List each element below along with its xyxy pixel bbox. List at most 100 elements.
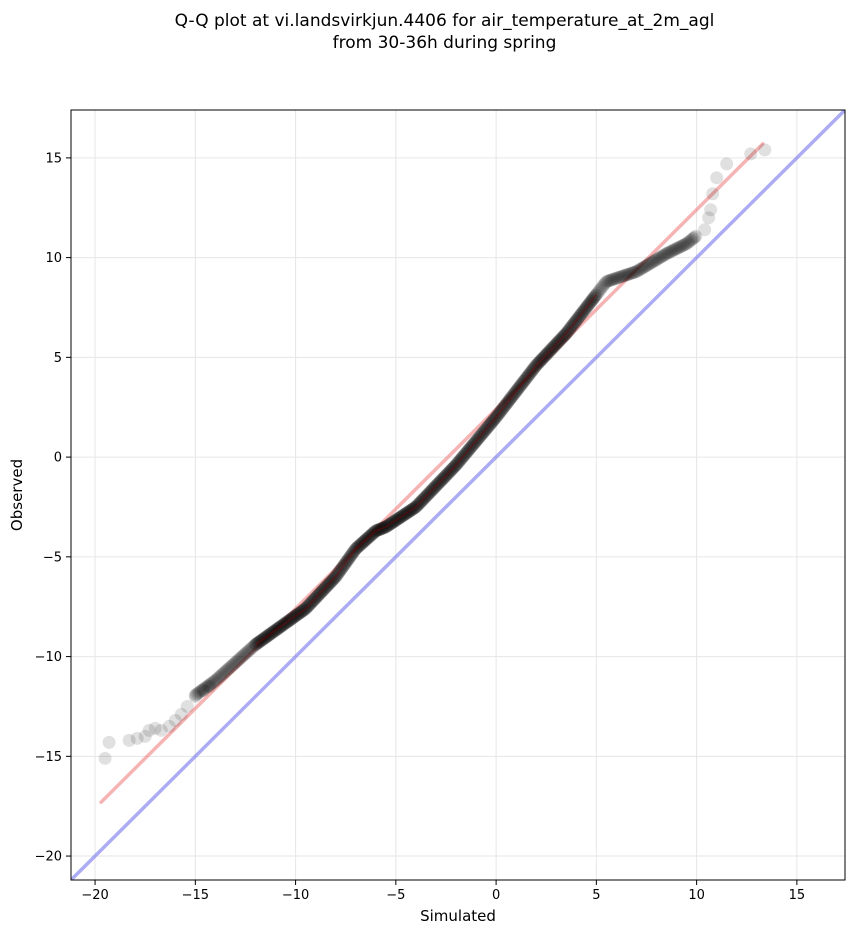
quantile-point-384 (650, 252, 664, 266)
quantile-point-331 (587, 291, 601, 305)
y-axis-label: Observed (8, 459, 26, 531)
quantile-point-7 (197, 682, 211, 696)
quantile-point-0 (188, 688, 202, 702)
quantile-point-79 (283, 613, 297, 627)
quantile-point-394 (662, 245, 676, 259)
quantile-point-212 (443, 464, 457, 478)
quantile-point-231 (466, 437, 480, 451)
quantile-point-346 (605, 273, 619, 287)
quantile-point-377 (642, 257, 656, 271)
quantile-point-210 (441, 466, 455, 480)
quantile-point-98 (306, 594, 320, 608)
chart-title-line-2: from 30-36h during spring (332, 33, 557, 53)
quantile-point-84 (289, 608, 303, 622)
quantile-point-57 (257, 632, 271, 646)
quantile-point-156 (376, 521, 390, 535)
quantile-point-159 (380, 519, 394, 533)
quantile-point-146 (364, 528, 378, 542)
quantile-point-71 (274, 620, 288, 634)
quantile-point-250 (489, 410, 503, 424)
quantile-point-12 (203, 678, 217, 692)
quantile-point-207 (437, 470, 451, 484)
quantile-point-263 (505, 390, 519, 404)
quantile-point-69 (271, 621, 285, 635)
tail-point-3 (130, 731, 144, 745)
quantile-point-127 (341, 552, 355, 566)
quantile-point-251 (490, 409, 504, 423)
quantile-point-399 (668, 242, 682, 256)
quantile-point-83 (288, 609, 302, 623)
quantile-point-279 (524, 365, 538, 379)
quantile-point-109 (319, 580, 333, 594)
y-tick-label-6: 10 (45, 251, 62, 266)
quantile-point-338 (595, 280, 609, 294)
quantile-point-260 (501, 395, 515, 409)
x-tick-label-2: −10 (282, 888, 309, 903)
quantile-point-323 (577, 304, 591, 318)
quantile-point-354 (614, 270, 628, 284)
quantile-point-140 (357, 535, 371, 549)
dense-core-line (254, 293, 598, 646)
tail-point-10 (174, 707, 188, 721)
quantile-point-392 (660, 246, 674, 260)
quantile-point-302 (552, 335, 566, 349)
quantile-point-282 (528, 360, 542, 374)
quantile-point-154 (374, 522, 388, 536)
quantile-point-330 (585, 293, 599, 307)
quantile-point-142 (359, 533, 373, 547)
quantile-point-319 (572, 310, 586, 324)
quantile-point-261 (502, 393, 516, 407)
quantile-point-286 (532, 355, 546, 369)
quantile-point-298 (547, 340, 561, 354)
grid-lines (71, 110, 845, 880)
quantile-point-94 (301, 599, 315, 613)
quantile-point-157 (377, 521, 391, 535)
quantile-point-278 (523, 367, 537, 381)
quantile-point-167 (389, 513, 403, 527)
quantile-point-288 (535, 352, 549, 366)
quantile-point-14 (205, 676, 219, 690)
quantile-point-155 (375, 522, 389, 536)
quantile-point-187 (413, 495, 427, 509)
quantile-point-318 (571, 311, 585, 325)
quantile-point-121 (334, 563, 348, 577)
quantile-point-388 (655, 249, 669, 263)
quantile-point-270 (513, 379, 527, 393)
quantile-point-257 (498, 399, 512, 413)
quantile-point-218 (451, 456, 465, 470)
y-tick-label-4: 0 (54, 451, 62, 466)
quantile-point-135 (351, 540, 365, 554)
quantile-point-223 (457, 449, 471, 463)
quantile-point-24 (217, 666, 231, 680)
quantile-point-316 (569, 314, 583, 328)
quantile-point-259 (500, 396, 514, 410)
tail-point-5 (142, 723, 156, 737)
quantile-point-144 (362, 530, 376, 544)
quantile-point-56 (256, 632, 270, 646)
quantile-point-258 (499, 398, 513, 412)
quantile-point-21 (214, 669, 228, 683)
quantile-point-195 (423, 485, 437, 499)
quantile-point-169 (392, 511, 406, 525)
quantile-point-386 (653, 251, 667, 265)
quantile-point-371 (635, 261, 649, 275)
quantile-point-406 (677, 238, 691, 252)
quantile-point-381 (647, 254, 661, 268)
quantile-point-50 (248, 638, 262, 652)
quantile-point-122 (335, 561, 349, 575)
tail-point-2 (122, 733, 136, 747)
quantile-point-137 (353, 538, 367, 552)
quantile-point-416 (689, 229, 703, 243)
x-tick-label-1: −15 (182, 888, 209, 903)
quantile-point-268 (511, 382, 525, 396)
quantile-point-395 (664, 245, 678, 259)
axes-frame (70, 109, 846, 881)
quantile-point-276 (520, 370, 534, 384)
quantile-point-232 (467, 436, 481, 450)
quantile-point-291 (538, 349, 552, 363)
quantile-point-284 (530, 357, 544, 371)
quantile-point-131 (346, 546, 360, 560)
quantile-point-145 (363, 529, 377, 543)
quantile-point-369 (632, 263, 646, 277)
quantile-point-75 (279, 616, 293, 630)
